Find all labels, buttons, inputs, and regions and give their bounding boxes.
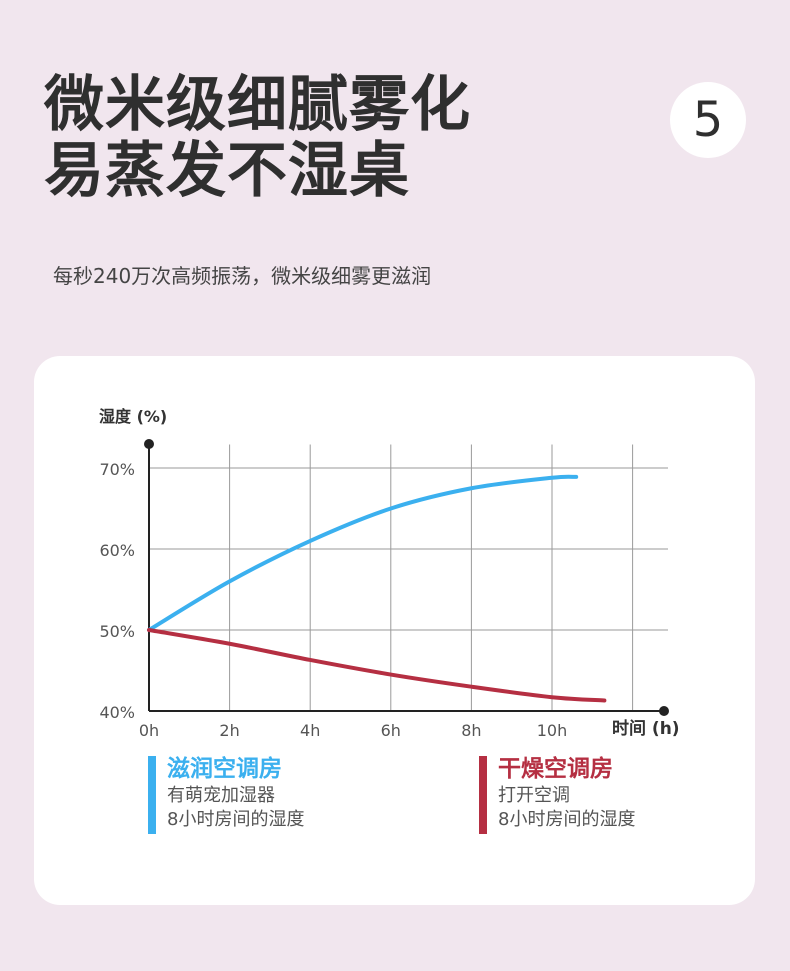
x-axis-end-dot xyxy=(659,706,669,716)
headline-line-1: 微米级细腻雾化 xyxy=(44,70,471,140)
legend-dry-color-bar xyxy=(479,756,487,834)
headline: 微米级细腻雾化 易蒸发不湿桌 xyxy=(44,72,471,204)
series-line-dry xyxy=(147,628,607,703)
y-axis-end-dot xyxy=(144,439,154,449)
x-tick-label: 10h xyxy=(537,721,568,740)
step-number-badge: 5 xyxy=(670,82,746,158)
chart-card: 40% 50% 60% 70% 0h 2h 4h 6h 8h 10h 湿度 (%) 时间 (h) 滋润… xyxy=(34,356,755,905)
legend-dry-line-2: 8小时房间的湿度 xyxy=(498,809,636,830)
legend-humid-color-bar xyxy=(148,756,156,834)
legend-dry: 干燥空调房 打开空调 8小时房间的湿度 xyxy=(479,754,636,834)
humidity-line-chart: 40% 50% 60% 70% 0h 2h 4h 6h 8h 10h 湿度 (%) 时间 (h) xyxy=(98,407,680,740)
legend-humid-title: 滋润空调房 xyxy=(167,756,282,782)
x-tick-label: 0h xyxy=(139,721,159,740)
series-line-humid xyxy=(147,474,579,632)
x-tick-label: 8h xyxy=(461,721,481,740)
y-tick-label: 60% xyxy=(99,541,135,560)
y-tick-label: 70% xyxy=(99,460,135,479)
x-axis-title: 时间 (h) xyxy=(612,718,680,739)
legend-dry-line-1: 打开空调 xyxy=(498,785,570,806)
y-axis-title: 湿度 (%) xyxy=(98,407,167,426)
headline-line-2: 易蒸发不湿桌 xyxy=(44,136,410,206)
y-tick-label: 40% xyxy=(99,703,135,722)
y-tick-label: 50% xyxy=(99,622,135,641)
legend-dry-title: 干燥空调房 xyxy=(498,756,613,782)
x-tick-label: 2h xyxy=(219,721,239,740)
legend-humid-line-1: 有萌宠加湿器 xyxy=(167,785,275,806)
legend-humid-line-2: 8小时房间的湿度 xyxy=(167,809,305,830)
x-tick-label: 6h xyxy=(381,721,401,740)
subtitle: 每秒240万次高频振荡，微米级细雾更滋润 xyxy=(53,264,432,288)
x-tick-label: 4h xyxy=(300,721,320,740)
legend-humid: 滋润空调房 有萌宠加湿器 8小时房间的湿度 xyxy=(148,754,305,834)
